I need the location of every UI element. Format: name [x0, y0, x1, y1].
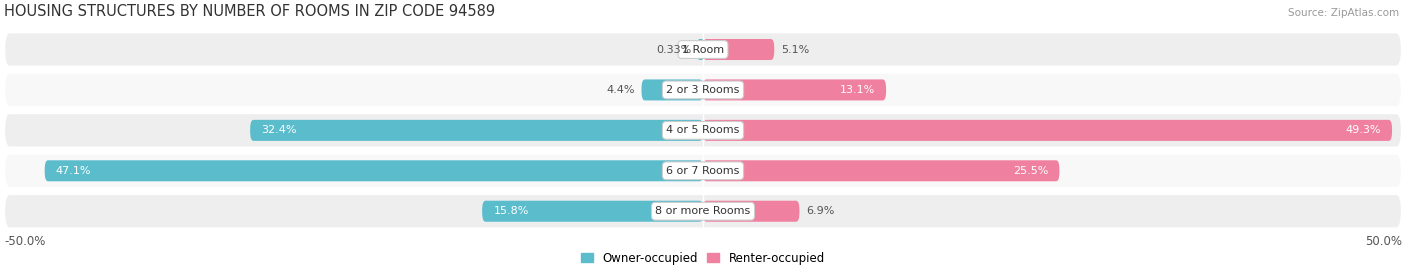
Text: 32.4%: 32.4%	[262, 125, 297, 135]
FancyBboxPatch shape	[4, 113, 1402, 147]
FancyBboxPatch shape	[482, 201, 703, 222]
Text: -50.0%: -50.0%	[4, 235, 45, 249]
Text: 47.1%: 47.1%	[56, 166, 91, 176]
Text: 5.1%: 5.1%	[782, 44, 810, 55]
FancyBboxPatch shape	[641, 79, 703, 100]
FancyBboxPatch shape	[703, 201, 800, 222]
FancyBboxPatch shape	[4, 154, 1402, 188]
Text: 50.0%: 50.0%	[1365, 235, 1402, 249]
Text: 0.33%: 0.33%	[657, 44, 692, 55]
Text: 6.9%: 6.9%	[807, 206, 835, 216]
Text: 6 or 7 Rooms: 6 or 7 Rooms	[666, 166, 740, 176]
Text: 1 Room: 1 Room	[682, 44, 724, 55]
FancyBboxPatch shape	[699, 39, 703, 60]
FancyBboxPatch shape	[4, 73, 1402, 107]
Text: HOUSING STRUCTURES BY NUMBER OF ROOMS IN ZIP CODE 94589: HOUSING STRUCTURES BY NUMBER OF ROOMS IN…	[4, 4, 495, 19]
Text: 2 or 3 Rooms: 2 or 3 Rooms	[666, 85, 740, 95]
Text: 25.5%: 25.5%	[1012, 166, 1049, 176]
Legend: Owner-occupied, Renter-occupied: Owner-occupied, Renter-occupied	[581, 252, 825, 265]
FancyBboxPatch shape	[703, 79, 886, 100]
Text: 4.4%: 4.4%	[606, 85, 634, 95]
Text: 8 or more Rooms: 8 or more Rooms	[655, 206, 751, 216]
FancyBboxPatch shape	[4, 32, 1402, 67]
FancyBboxPatch shape	[4, 194, 1402, 228]
FancyBboxPatch shape	[703, 120, 1392, 141]
FancyBboxPatch shape	[703, 39, 775, 60]
Text: 4 or 5 Rooms: 4 or 5 Rooms	[666, 125, 740, 135]
FancyBboxPatch shape	[703, 160, 1059, 181]
Text: 13.1%: 13.1%	[839, 85, 875, 95]
FancyBboxPatch shape	[45, 160, 703, 181]
FancyBboxPatch shape	[250, 120, 703, 141]
Text: 49.3%: 49.3%	[1346, 125, 1381, 135]
Text: 15.8%: 15.8%	[494, 206, 529, 216]
Text: Source: ZipAtlas.com: Source: ZipAtlas.com	[1288, 8, 1399, 18]
